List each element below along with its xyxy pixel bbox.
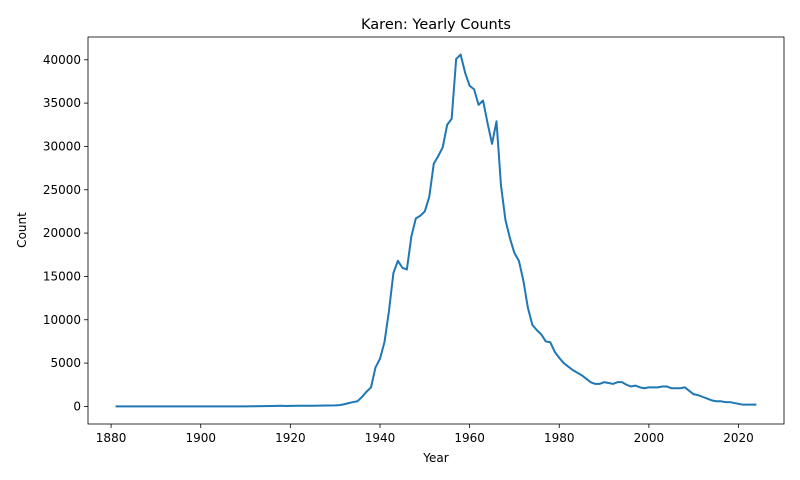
y-tick-label: 10000	[43, 313, 81, 327]
x-tick-label: 1940	[365, 431, 396, 445]
x-tick-label: 2000	[634, 431, 665, 445]
x-tick-label: 1880	[96, 431, 127, 445]
x-tick-label: 1920	[275, 431, 306, 445]
y-tick-label: 35000	[43, 96, 81, 110]
plot-frame	[87, 36, 785, 425]
x-tick-label: 1980	[544, 431, 575, 445]
plot-area	[115, 53, 757, 408]
y-tick-label: 30000	[43, 139, 81, 153]
y-axis-label: Count	[15, 212, 29, 248]
y-axis: 0 5000 10000 15000 20000 25000 30000 35000 40000	[43, 53, 88, 413]
series-line-0	[115, 53, 757, 408]
x-axis: 1880 1900 1920 1940 1960 1980 2000 2020	[96, 424, 754, 445]
y-tick-label: 15000	[43, 269, 81, 283]
x-tick-label: 1960	[454, 431, 485, 445]
y-tick-label: 40000	[43, 53, 81, 67]
y-tick-label: 25000	[43, 183, 81, 197]
x-tick-label: 1900	[185, 431, 216, 445]
chart-title: Karen: Yearly Counts	[361, 17, 511, 33]
y-tick-label: 5000	[50, 356, 81, 370]
y-tick-label: 20000	[43, 226, 81, 240]
y-tick-label: 0	[73, 399, 81, 413]
x-axis-label: Year	[422, 451, 448, 465]
x-tick-label: 2020	[723, 431, 754, 445]
